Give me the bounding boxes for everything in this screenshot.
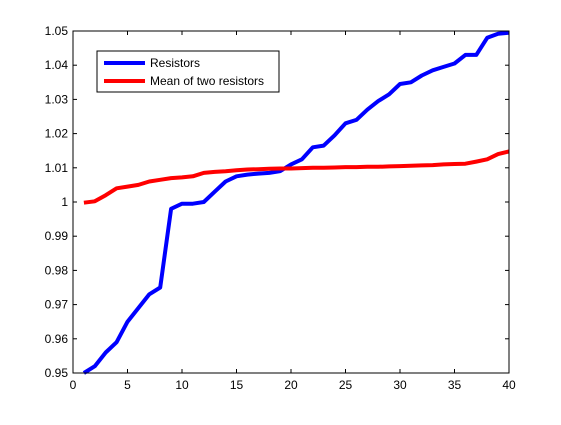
y-tick-label: 1.05: [45, 24, 69, 38]
y-tick-label: 1.02: [45, 127, 69, 141]
x-tick-label: 5: [124, 378, 131, 392]
y-tick-label: 0.99: [45, 229, 69, 243]
x-tick-label: 40: [502, 378, 516, 392]
y-tick-label: 1: [61, 195, 68, 209]
x-tick-label: 20: [284, 378, 298, 392]
legend: Resistors Mean of two resistors: [96, 50, 280, 93]
y-tick-label: 1.04: [45, 58, 69, 72]
y-tick-label: 0.98: [45, 263, 69, 277]
series-layer: [82, 30, 510, 375]
x-tick-label: 25: [339, 378, 353, 392]
y-tick-label: 0.96: [45, 332, 69, 346]
x-tick-label: 10: [175, 378, 189, 392]
axes-box: [72, 30, 510, 374]
y-tick-label: 1.01: [45, 161, 69, 175]
y-tick-label: 0.97: [45, 298, 69, 312]
legend-label: Resistors: [150, 56, 200, 70]
legend-label: Mean of two resistors: [150, 74, 264, 88]
x-tick-label: 35: [448, 378, 462, 392]
y-tick-label: 0.95: [45, 366, 69, 380]
x-tick-label: 15: [230, 378, 244, 392]
series-line-resistors: [82, 30, 510, 375]
axis-ticks: 0 5 10 15 20 25 30 35 40 0.95 0.96 0.97 0.98 0.99 1 1.0…: [45, 24, 516, 392]
x-tick-label: 0: [70, 378, 77, 392]
series-line-mean-of-two-resistors: [83, 149, 510, 205]
legend-box: [96, 50, 280, 93]
y-tick-label: 1.03: [45, 92, 69, 106]
x-tick-label: 30: [393, 378, 407, 392]
